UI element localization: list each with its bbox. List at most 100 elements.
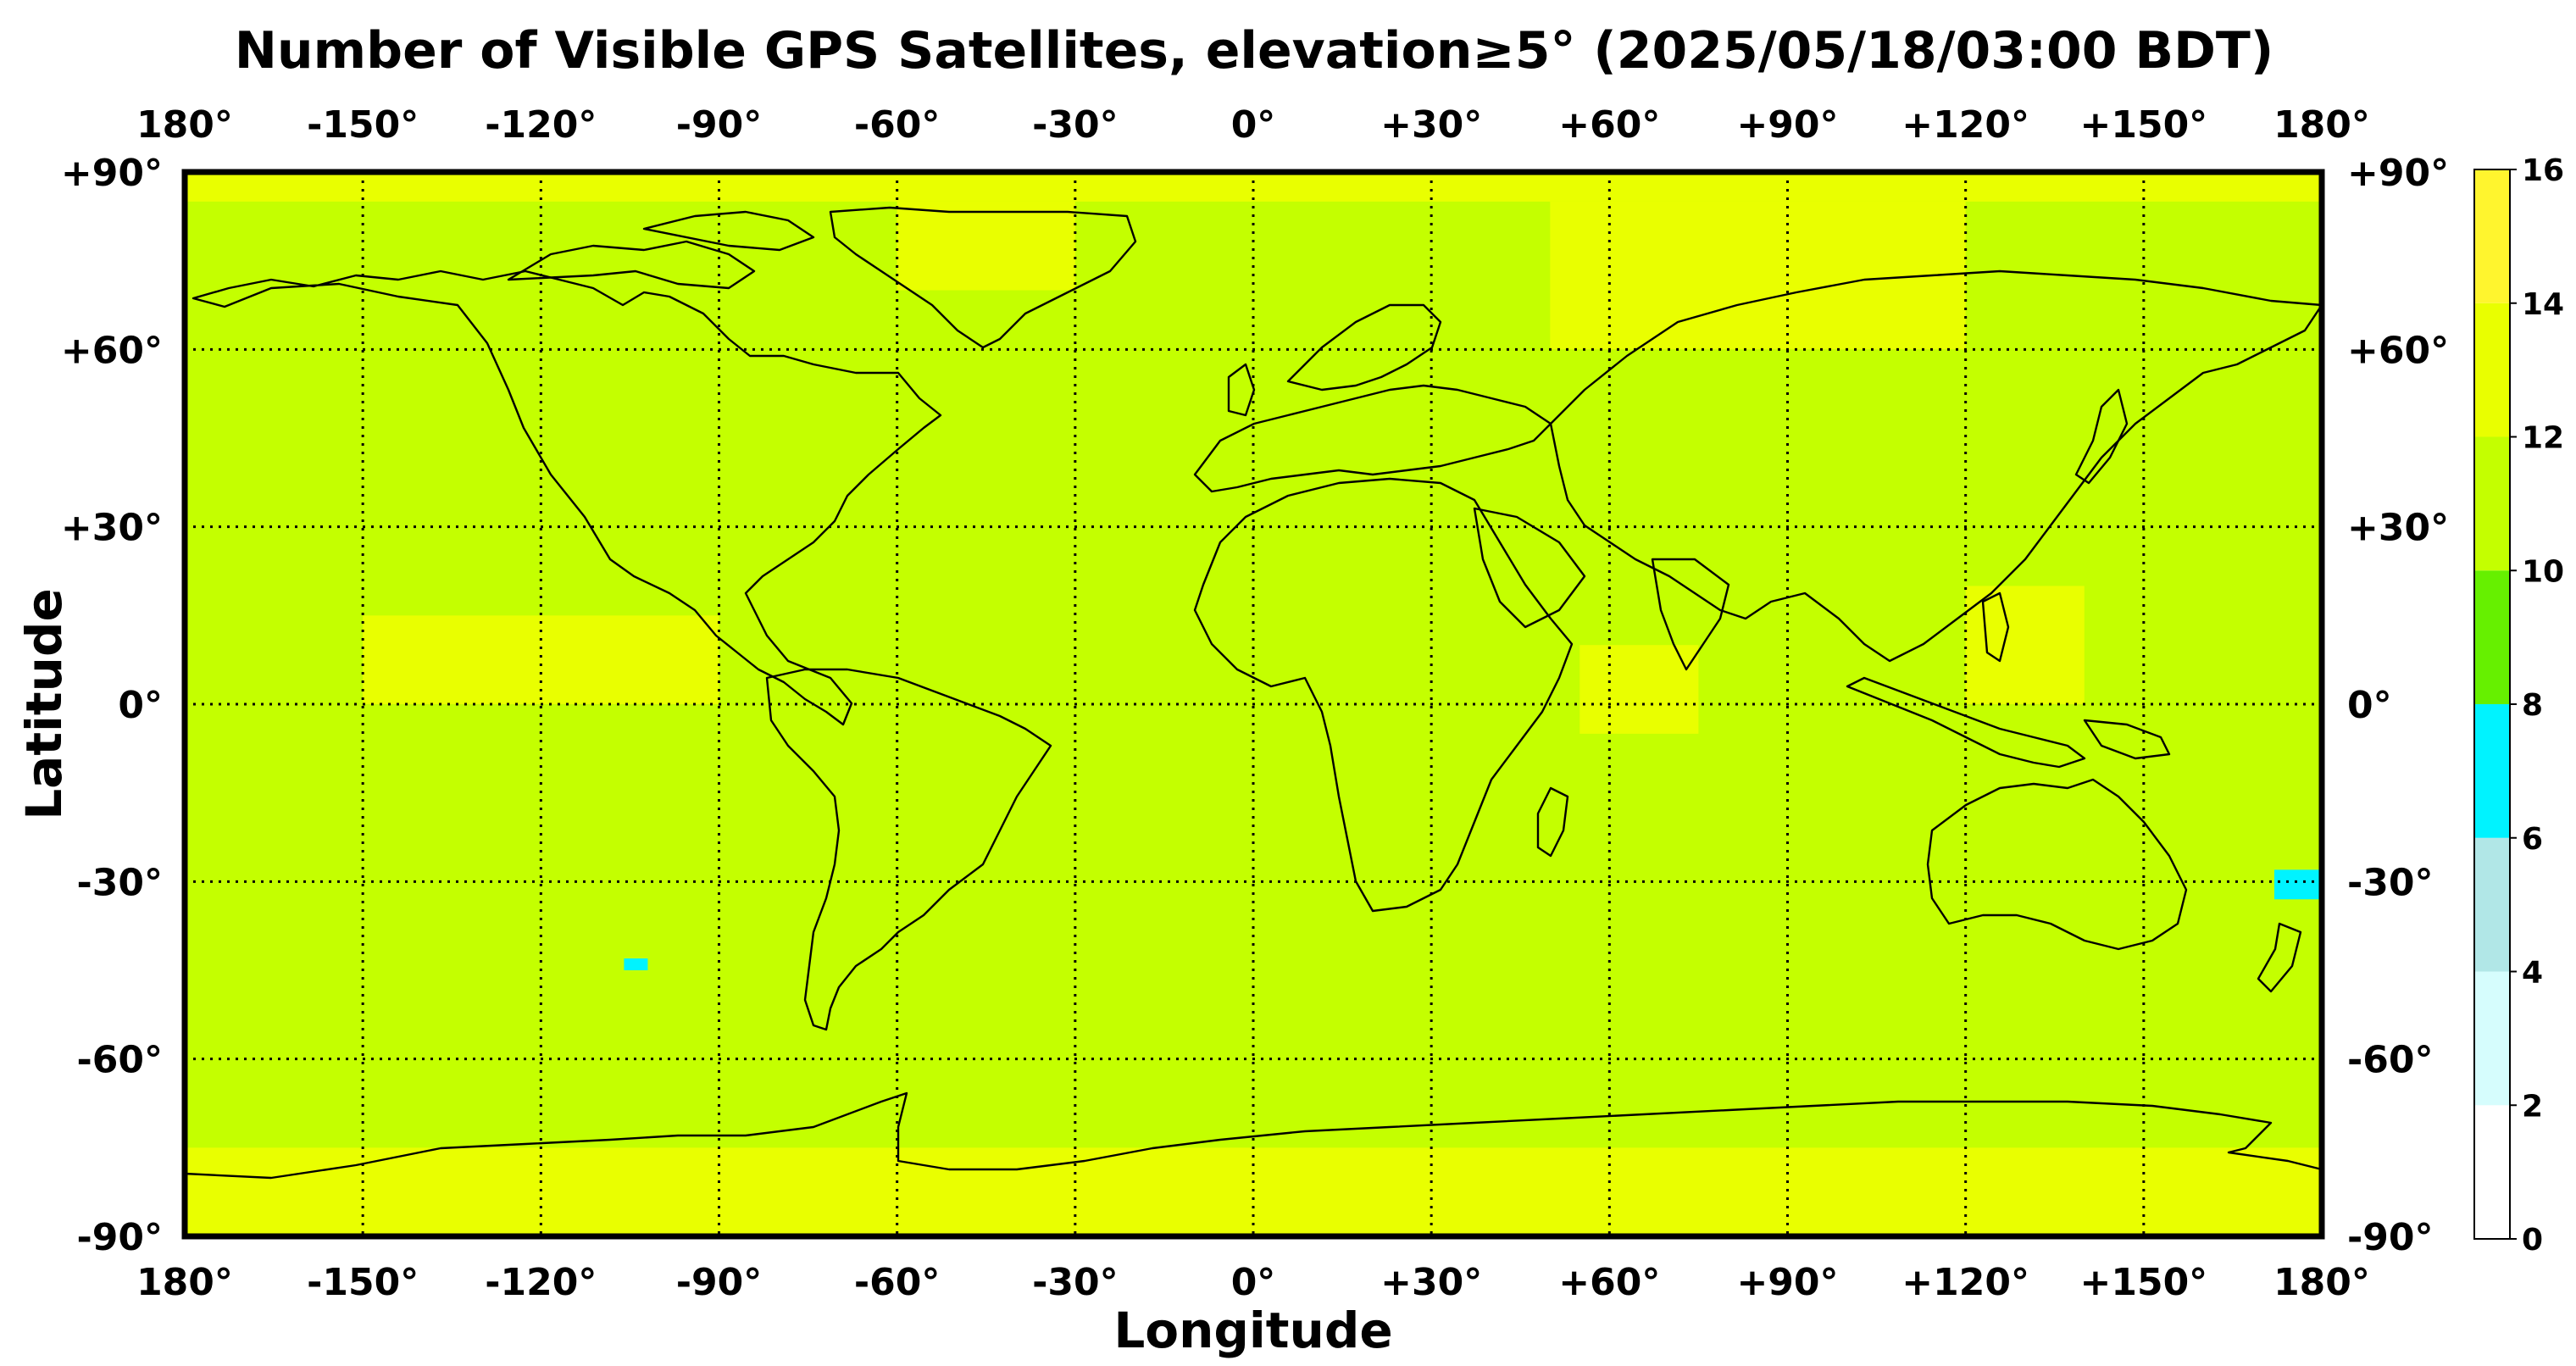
colorbar-block [2474, 570, 2510, 704]
region-cell [185, 822, 482, 1000]
lat-tick-label: +90° [61, 152, 163, 195]
colorbar-block [2474, 837, 2510, 972]
lon-tick-label: 180° [2273, 103, 2370, 147]
lon-tick-label: +30° [1380, 1261, 1482, 1304]
lon-tick-label: +150° [2079, 1261, 2207, 1304]
region-cell [2273, 869, 2322, 900]
region-cell [1550, 201, 1966, 350]
lat-tick-label: -90° [2347, 1216, 2434, 1259]
region-cell [1609, 408, 1788, 497]
region-cell [185, 172, 2322, 202]
latitude-ticks-left: +90° +60° +30° 0° -30° -60° -90° [61, 152, 163, 1259]
lon-tick-label: +120° [1901, 103, 2029, 147]
lat-tick-label: -90° [77, 1216, 164, 1259]
coastline-europe [1193, 384, 1552, 493]
region-cell [1015, 379, 1194, 557]
colorbar-block [2474, 971, 2510, 1106]
graticule [185, 172, 2322, 1236]
chart-title: Number of Visible GPS Satellites, elevat… [235, 21, 2274, 81]
longitude-ticks-bottom: 180° -150° -120° -90° -60° -30° 0° +30° +60° +90°… [136, 1261, 2370, 1304]
lat-tick-label: +60° [61, 329, 163, 372]
x-axis-title: Longitude [1113, 1302, 1392, 1359]
colorbar-blocks [2474, 169, 2510, 1239]
coastlines [184, 206, 2323, 1180]
lat-tick-label: 0° [2347, 684, 2392, 727]
lon-tick-label: -30° [1032, 103, 1119, 147]
colorbar-tick-label: 6 [2522, 822, 2543, 857]
region-cell [897, 201, 1075, 291]
region-cell [600, 379, 897, 557]
colorbar-tick-label: 12 [2522, 421, 2564, 456]
coastline-japan [2074, 388, 2129, 485]
coastline-asia [1549, 269, 2323, 663]
coastline-new-zealand [2257, 922, 2302, 993]
coastline-north-america [192, 269, 942, 726]
lon-tick-label: -120° [485, 1261, 597, 1304]
colorbar-tick-label: 0 [2522, 1223, 2543, 1258]
region-cell [363, 349, 541, 468]
region-cell [1965, 586, 2085, 704]
colorbar-ticks: 0 2 4 6 8 10 12 14 16 [2510, 153, 2564, 1258]
lon-tick-label: -120° [485, 103, 597, 147]
lon-tick-label: -60° [854, 1261, 941, 1304]
lon-tick-label: 0° [1231, 1261, 1276, 1304]
region-cell [2173, 881, 2322, 1000]
colorbar-tick-label: 2 [2522, 1089, 2543, 1124]
colorbar-block [2474, 169, 2510, 303]
region-cell [624, 958, 648, 970]
lon-tick-label: 180° [136, 1261, 233, 1304]
coastline-british-isles [1227, 363, 1256, 417]
colorbar-block [2474, 1105, 2510, 1239]
longitude-ticks-top: 180° -150° -120° -90° -60° -30° 0° +30° +60° +90°… [136, 103, 2370, 147]
lon-tick-label: -150° [307, 103, 419, 147]
coastline-arctic-archipelago [507, 240, 756, 290]
coastline-philippines [1981, 591, 2010, 663]
coastline-india [1651, 558, 1730, 671]
lon-tick-label: +30° [1380, 103, 1482, 147]
coastline-greenland [829, 206, 1137, 349]
lat-tick-label: +30° [2347, 507, 2449, 550]
coastline-arabia [1473, 507, 1586, 629]
region-cell [1906, 1118, 1996, 1148]
coastline-south-america [765, 668, 1052, 1031]
lon-tick-label: 180° [136, 103, 233, 147]
lon-tick-label: +150° [2079, 103, 2207, 147]
lon-tick-label: -150° [307, 1261, 419, 1304]
lat-tick-label: +60° [2347, 329, 2449, 372]
lon-tick-label: 0° [1231, 103, 1276, 147]
colorbar-tick-label: 8 [2522, 688, 2543, 723]
lon-tick-label: +60° [1558, 103, 1660, 147]
region-cell [1193, 645, 1313, 704]
colorbar: 0 2 4 6 8 10 12 14 16 [2473, 153, 2564, 1258]
coastline-africa [1193, 477, 1574, 913]
coastline-indonesia [1846, 676, 2086, 769]
colorbar-block [2474, 303, 2510, 437]
coastline-australia [1926, 778, 2188, 951]
latitude-ticks-right: +90° +60° +30° 0° -30° -60° -90° [2347, 152, 2449, 1259]
lat-tick-label: +90° [2347, 152, 2449, 195]
lon-tick-label: -90° [676, 1261, 763, 1304]
plot-area [181, 169, 2325, 1240]
lat-tick-label: -30° [77, 861, 164, 904]
lon-tick-label: 180° [2273, 1261, 2370, 1304]
colorbar-tick-label: 16 [2522, 153, 2564, 188]
colorbar-tick-label: 4 [2522, 956, 2543, 991]
satellite-count-cells [185, 172, 2322, 1236]
region-cell [600, 852, 719, 970]
coastline-antarctica [184, 1091, 2323, 1180]
lat-tick-label: +30° [61, 507, 163, 550]
colorbar-tick-label: 14 [2522, 287, 2564, 322]
lon-tick-label: -90° [676, 103, 763, 147]
coastline-scandinavia [1286, 303, 1442, 391]
lat-tick-label: -60° [77, 1039, 164, 1082]
region-cell [719, 941, 957, 1089]
y-axis-title: Latitude [15, 588, 73, 820]
lon-tick-label: -30° [1032, 1261, 1119, 1304]
region-cell [1579, 645, 1699, 734]
region-cell [1728, 941, 1907, 1059]
coastline-new-guinea [2083, 719, 2171, 760]
lon-tick-label: +120° [1901, 1261, 2029, 1304]
lat-tick-label: 0° [118, 684, 163, 727]
region-cell [1342, 526, 1462, 616]
